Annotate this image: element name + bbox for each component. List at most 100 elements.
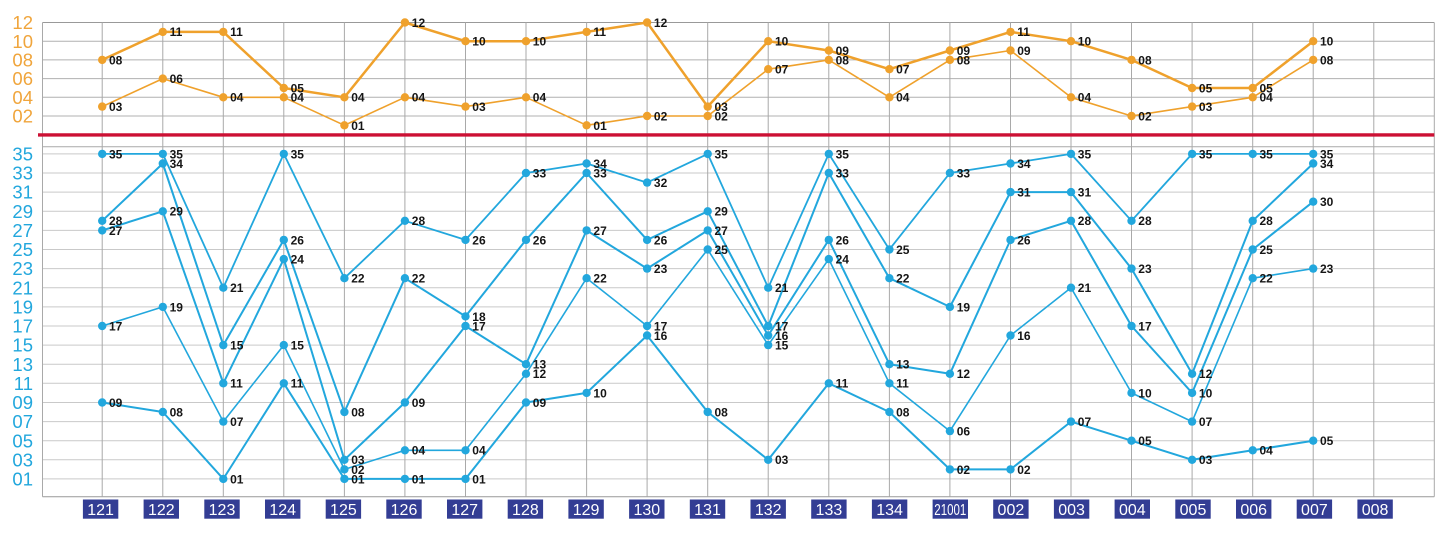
svg-text:35: 35 — [291, 147, 305, 161]
svg-text:25: 25 — [1260, 243, 1274, 257]
svg-text:003: 003 — [1058, 502, 1085, 519]
svg-text:08: 08 — [351, 405, 365, 419]
svg-text:12: 12 — [957, 367, 971, 381]
svg-text:01: 01 — [412, 472, 426, 486]
svg-text:01: 01 — [351, 472, 365, 486]
svg-text:02: 02 — [957, 463, 971, 477]
svg-text:11: 11 — [593, 25, 606, 39]
svg-text:16: 16 — [1017, 329, 1031, 343]
svg-text:02: 02 — [12, 106, 33, 127]
svg-text:04: 04 — [12, 87, 33, 108]
svg-text:11: 11 — [230, 25, 243, 39]
svg-text:16: 16 — [775, 329, 789, 343]
svg-text:127: 127 — [451, 502, 478, 519]
svg-text:006: 006 — [1240, 502, 1267, 519]
svg-text:32: 32 — [654, 176, 668, 190]
svg-text:134: 134 — [876, 502, 903, 519]
svg-text:29: 29 — [170, 205, 184, 219]
svg-text:11: 11 — [836, 377, 849, 391]
svg-text:24: 24 — [836, 253, 850, 267]
svg-text:12: 12 — [12, 12, 33, 33]
svg-text:27: 27 — [715, 224, 729, 238]
svg-text:17: 17 — [654, 319, 668, 333]
svg-text:03: 03 — [109, 100, 123, 114]
svg-text:002: 002 — [998, 502, 1025, 519]
svg-text:28: 28 — [412, 214, 426, 228]
svg-text:01: 01 — [351, 119, 365, 133]
svg-text:10: 10 — [1078, 35, 1092, 49]
svg-text:28: 28 — [1138, 214, 1152, 228]
svg-text:05: 05 — [1138, 434, 1152, 448]
svg-text:26: 26 — [472, 233, 486, 247]
svg-text:07: 07 — [1199, 415, 1213, 429]
svg-text:07: 07 — [12, 411, 33, 432]
svg-text:28: 28 — [1260, 214, 1274, 228]
svg-text:04: 04 — [351, 91, 365, 105]
svg-text:22: 22 — [593, 272, 607, 286]
svg-text:01: 01 — [472, 472, 486, 486]
svg-text:10: 10 — [12, 31, 33, 52]
svg-text:23: 23 — [1320, 262, 1334, 276]
svg-text:24: 24 — [291, 253, 305, 267]
svg-text:08: 08 — [12, 50, 33, 71]
svg-text:23: 23 — [1138, 262, 1152, 276]
svg-text:33: 33 — [836, 166, 850, 180]
svg-text:08: 08 — [715, 405, 729, 419]
svg-text:27: 27 — [593, 224, 607, 238]
svg-text:13: 13 — [12, 354, 33, 375]
svg-text:13: 13 — [533, 358, 547, 372]
svg-text:008: 008 — [1362, 502, 1389, 519]
svg-text:10: 10 — [1199, 386, 1213, 400]
svg-text:11: 11 — [230, 377, 243, 391]
svg-text:124: 124 — [269, 502, 296, 519]
svg-text:03: 03 — [1199, 100, 1213, 114]
svg-text:06: 06 — [957, 425, 971, 439]
svg-text:25: 25 — [896, 243, 910, 257]
svg-text:26: 26 — [533, 233, 547, 247]
svg-text:02: 02 — [1017, 463, 1031, 477]
svg-text:35: 35 — [1320, 147, 1334, 161]
svg-text:02: 02 — [715, 109, 729, 123]
svg-text:04: 04 — [1078, 91, 1092, 105]
svg-text:10: 10 — [593, 386, 607, 400]
svg-text:08: 08 — [170, 405, 184, 419]
svg-text:09: 09 — [12, 392, 33, 413]
svg-text:09: 09 — [109, 396, 123, 410]
svg-text:26: 26 — [291, 233, 305, 247]
svg-text:31: 31 — [1017, 186, 1031, 200]
svg-text:26: 26 — [654, 233, 668, 247]
svg-text:10: 10 — [1320, 35, 1334, 49]
svg-text:33: 33 — [12, 163, 33, 184]
svg-text:08: 08 — [957, 53, 971, 67]
svg-text:21001: 21001 — [934, 502, 966, 519]
svg-text:06: 06 — [170, 72, 184, 86]
svg-text:26: 26 — [836, 233, 850, 247]
svg-text:12: 12 — [654, 16, 668, 30]
svg-text:05: 05 — [1320, 434, 1334, 448]
svg-text:17: 17 — [12, 316, 33, 337]
svg-text:12: 12 — [412, 16, 426, 30]
svg-text:130: 130 — [633, 502, 660, 519]
svg-text:129: 129 — [573, 502, 600, 519]
svg-text:122: 122 — [148, 502, 175, 519]
svg-text:05: 05 — [1199, 81, 1213, 95]
svg-text:22: 22 — [1260, 272, 1274, 286]
svg-text:19: 19 — [170, 300, 184, 314]
svg-text:121: 121 — [87, 502, 114, 519]
svg-text:11: 11 — [1017, 25, 1030, 39]
svg-text:125: 125 — [330, 502, 357, 519]
svg-text:128: 128 — [512, 502, 539, 519]
svg-text:01: 01 — [230, 472, 244, 486]
svg-text:19: 19 — [12, 297, 33, 318]
svg-text:08: 08 — [1320, 53, 1334, 67]
svg-text:02: 02 — [1138, 109, 1152, 123]
svg-text:09: 09 — [1017, 44, 1031, 58]
svg-text:004: 004 — [1119, 502, 1146, 519]
svg-text:25: 25 — [715, 243, 729, 257]
svg-text:04: 04 — [412, 91, 426, 105]
svg-text:08: 08 — [109, 53, 123, 67]
svg-text:03: 03 — [12, 449, 33, 470]
svg-text:27: 27 — [12, 220, 33, 241]
svg-text:04: 04 — [472, 444, 486, 458]
svg-text:17: 17 — [1138, 319, 1152, 333]
